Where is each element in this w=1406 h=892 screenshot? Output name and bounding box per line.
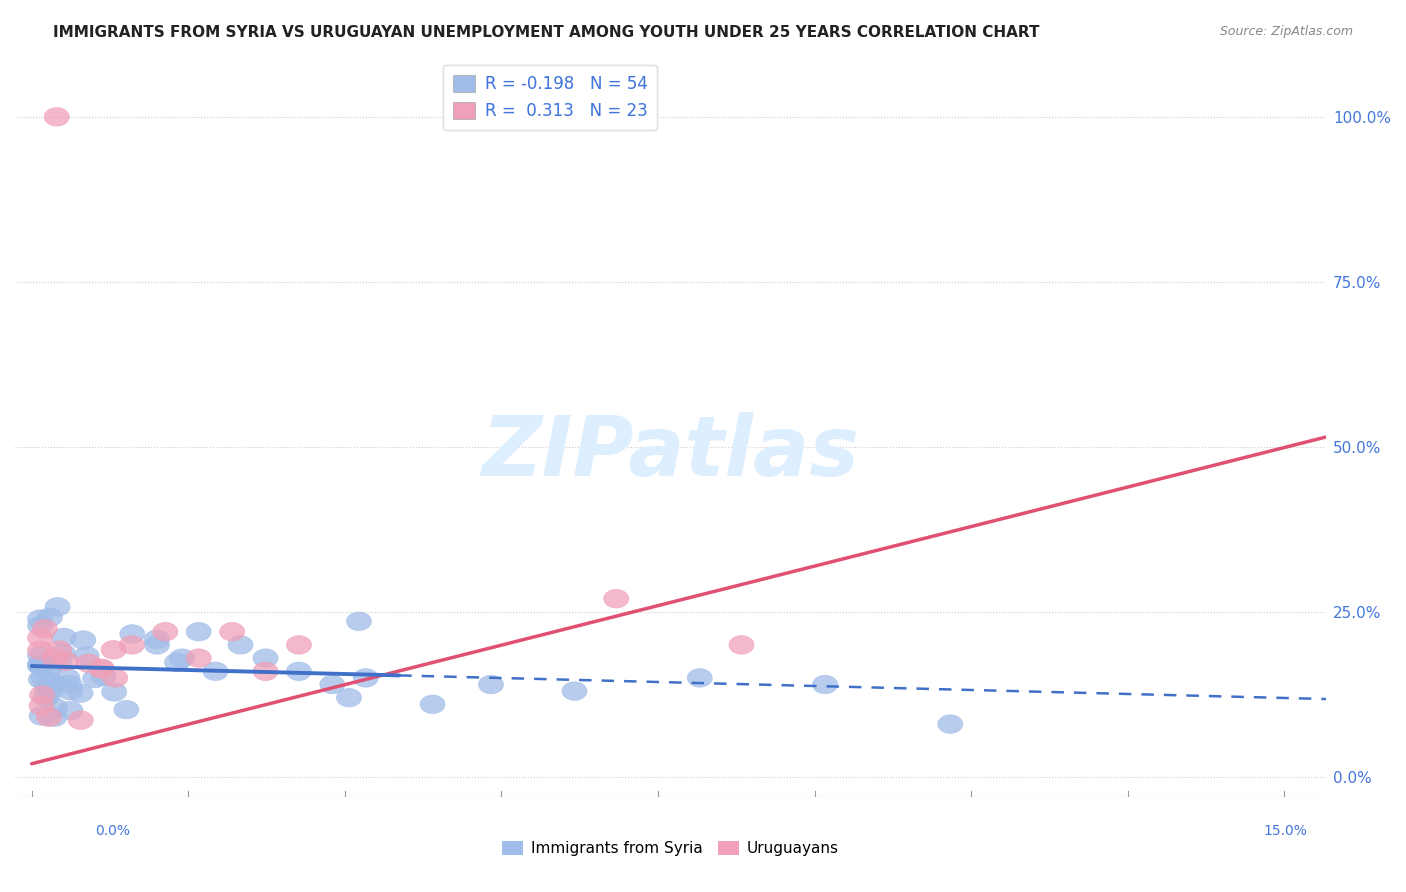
Ellipse shape [67, 684, 93, 702]
Ellipse shape [35, 680, 59, 698]
Ellipse shape [728, 636, 754, 654]
Ellipse shape [31, 657, 55, 674]
Ellipse shape [120, 636, 145, 654]
Ellipse shape [55, 669, 80, 687]
Ellipse shape [37, 708, 62, 726]
Ellipse shape [35, 662, 60, 681]
Legend: R = -0.198   N = 54, R =  0.313   N = 23: R = -0.198 N = 54, R = 0.313 N = 23 [443, 65, 658, 129]
Ellipse shape [287, 662, 312, 681]
Ellipse shape [688, 669, 713, 687]
Ellipse shape [30, 686, 55, 704]
Ellipse shape [336, 689, 361, 707]
Ellipse shape [353, 669, 378, 687]
Ellipse shape [28, 610, 52, 628]
Ellipse shape [91, 667, 115, 686]
Ellipse shape [938, 714, 963, 733]
Ellipse shape [287, 636, 312, 654]
Ellipse shape [219, 623, 245, 641]
Ellipse shape [28, 641, 52, 659]
Ellipse shape [319, 675, 344, 694]
Ellipse shape [42, 698, 67, 716]
Text: 15.0%: 15.0% [1264, 824, 1308, 838]
Ellipse shape [58, 701, 83, 720]
Text: 0.0%: 0.0% [96, 824, 131, 838]
Ellipse shape [37, 673, 62, 690]
Ellipse shape [31, 669, 56, 687]
Ellipse shape [145, 636, 170, 654]
Ellipse shape [28, 646, 52, 665]
Ellipse shape [46, 653, 72, 671]
Ellipse shape [170, 648, 194, 667]
Ellipse shape [562, 681, 588, 700]
Ellipse shape [603, 590, 628, 608]
Text: ZIPatlas: ZIPatlas [482, 412, 859, 493]
Ellipse shape [30, 706, 53, 725]
Ellipse shape [58, 675, 82, 693]
Ellipse shape [42, 675, 66, 693]
Ellipse shape [103, 669, 128, 687]
Ellipse shape [38, 608, 62, 626]
Ellipse shape [28, 657, 52, 674]
Ellipse shape [42, 648, 67, 667]
Ellipse shape [101, 640, 127, 659]
Ellipse shape [346, 612, 371, 631]
Ellipse shape [153, 623, 177, 641]
Ellipse shape [420, 695, 446, 714]
Ellipse shape [32, 620, 58, 638]
Ellipse shape [228, 636, 253, 654]
Ellipse shape [75, 647, 98, 665]
Ellipse shape [58, 681, 83, 700]
Text: Source: ZipAtlas.com: Source: ZipAtlas.com [1219, 25, 1353, 38]
Ellipse shape [70, 631, 96, 649]
Ellipse shape [28, 616, 52, 635]
Ellipse shape [120, 624, 145, 643]
Ellipse shape [76, 654, 101, 673]
Ellipse shape [83, 669, 108, 688]
Ellipse shape [38, 683, 62, 701]
Text: IMMIGRANTS FROM SYRIA VS URUGUAYAN UNEMPLOYMENT AMONG YOUTH UNDER 25 YEARS CORRE: IMMIGRANTS FROM SYRIA VS URUGUAYAN UNEMP… [53, 25, 1040, 40]
Ellipse shape [46, 640, 72, 659]
Ellipse shape [53, 652, 79, 671]
Ellipse shape [186, 623, 211, 641]
Ellipse shape [45, 598, 70, 616]
Ellipse shape [28, 670, 53, 689]
Ellipse shape [51, 628, 76, 647]
Ellipse shape [34, 689, 59, 706]
Ellipse shape [813, 675, 838, 694]
Ellipse shape [165, 653, 190, 672]
Ellipse shape [44, 108, 69, 126]
Ellipse shape [145, 630, 169, 648]
Ellipse shape [253, 648, 278, 667]
Ellipse shape [69, 711, 93, 730]
Ellipse shape [28, 657, 52, 674]
Ellipse shape [28, 629, 52, 647]
Ellipse shape [30, 697, 53, 715]
Y-axis label: Unemployment Among Youth under 25 years: Unemployment Among Youth under 25 years [125, 275, 138, 586]
Ellipse shape [89, 660, 114, 678]
Ellipse shape [114, 700, 139, 719]
Ellipse shape [253, 662, 278, 681]
Ellipse shape [51, 644, 76, 663]
Ellipse shape [28, 656, 52, 674]
Ellipse shape [90, 659, 114, 678]
Ellipse shape [101, 682, 127, 701]
Ellipse shape [186, 648, 211, 667]
Ellipse shape [478, 675, 503, 694]
Ellipse shape [202, 662, 228, 681]
Ellipse shape [42, 708, 67, 726]
